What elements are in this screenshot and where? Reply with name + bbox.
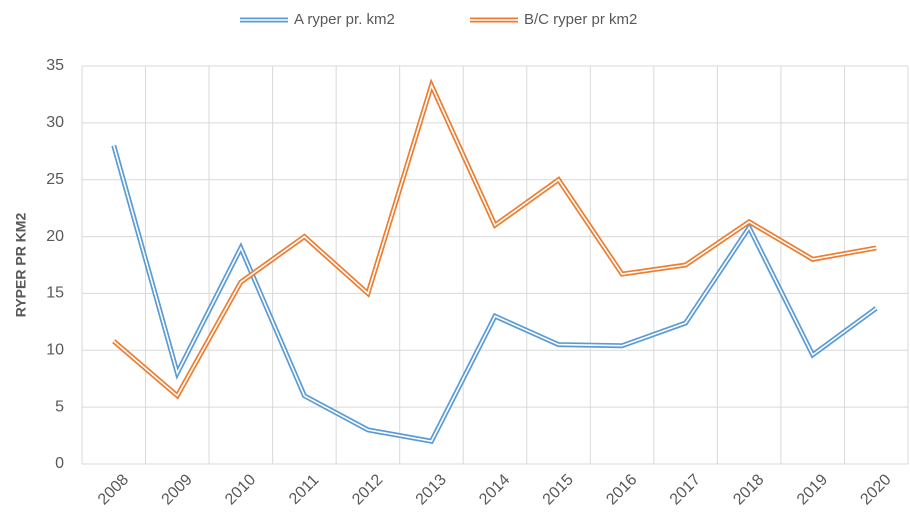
x-tick-label: 2015: [540, 471, 577, 508]
y-tick-label: 25: [46, 171, 64, 188]
x-tick-label: 2012: [349, 471, 386, 508]
x-tick-label: 2013: [413, 471, 450, 508]
legend-label: A ryper pr. km2: [294, 11, 395, 28]
x-tick-label: 2020: [857, 471, 894, 508]
y-axis-label: RYPER PR KM2: [13, 213, 29, 318]
x-tick-label: 2017: [667, 471, 704, 508]
x-tick-label: 2009: [159, 471, 196, 508]
x-tick-label: 2019: [794, 471, 831, 508]
y-tick-label: 0: [55, 455, 64, 472]
y-tick-label: 35: [46, 57, 64, 74]
y-tick-label: 20: [46, 228, 64, 245]
x-tick-label: 2016: [603, 471, 640, 508]
x-tick-label: 2018: [730, 471, 767, 508]
series-line-inner: [113, 83, 877, 398]
y-tick-label: 5: [55, 398, 64, 415]
x-tick-label: 2010: [222, 471, 259, 508]
x-tick-label: 2008: [95, 471, 132, 508]
y-tick-label: 15: [46, 285, 64, 302]
series-line: [112, 78, 877, 400]
series-line-inner: [112, 145, 877, 443]
y-tick-label: 30: [46, 114, 64, 131]
legend-label: B/C ryper pr km2: [524, 11, 637, 28]
y-tick-label: 10: [46, 342, 64, 359]
x-tick-label: 2014: [476, 471, 513, 508]
x-tick-label: 2011: [286, 472, 322, 508]
